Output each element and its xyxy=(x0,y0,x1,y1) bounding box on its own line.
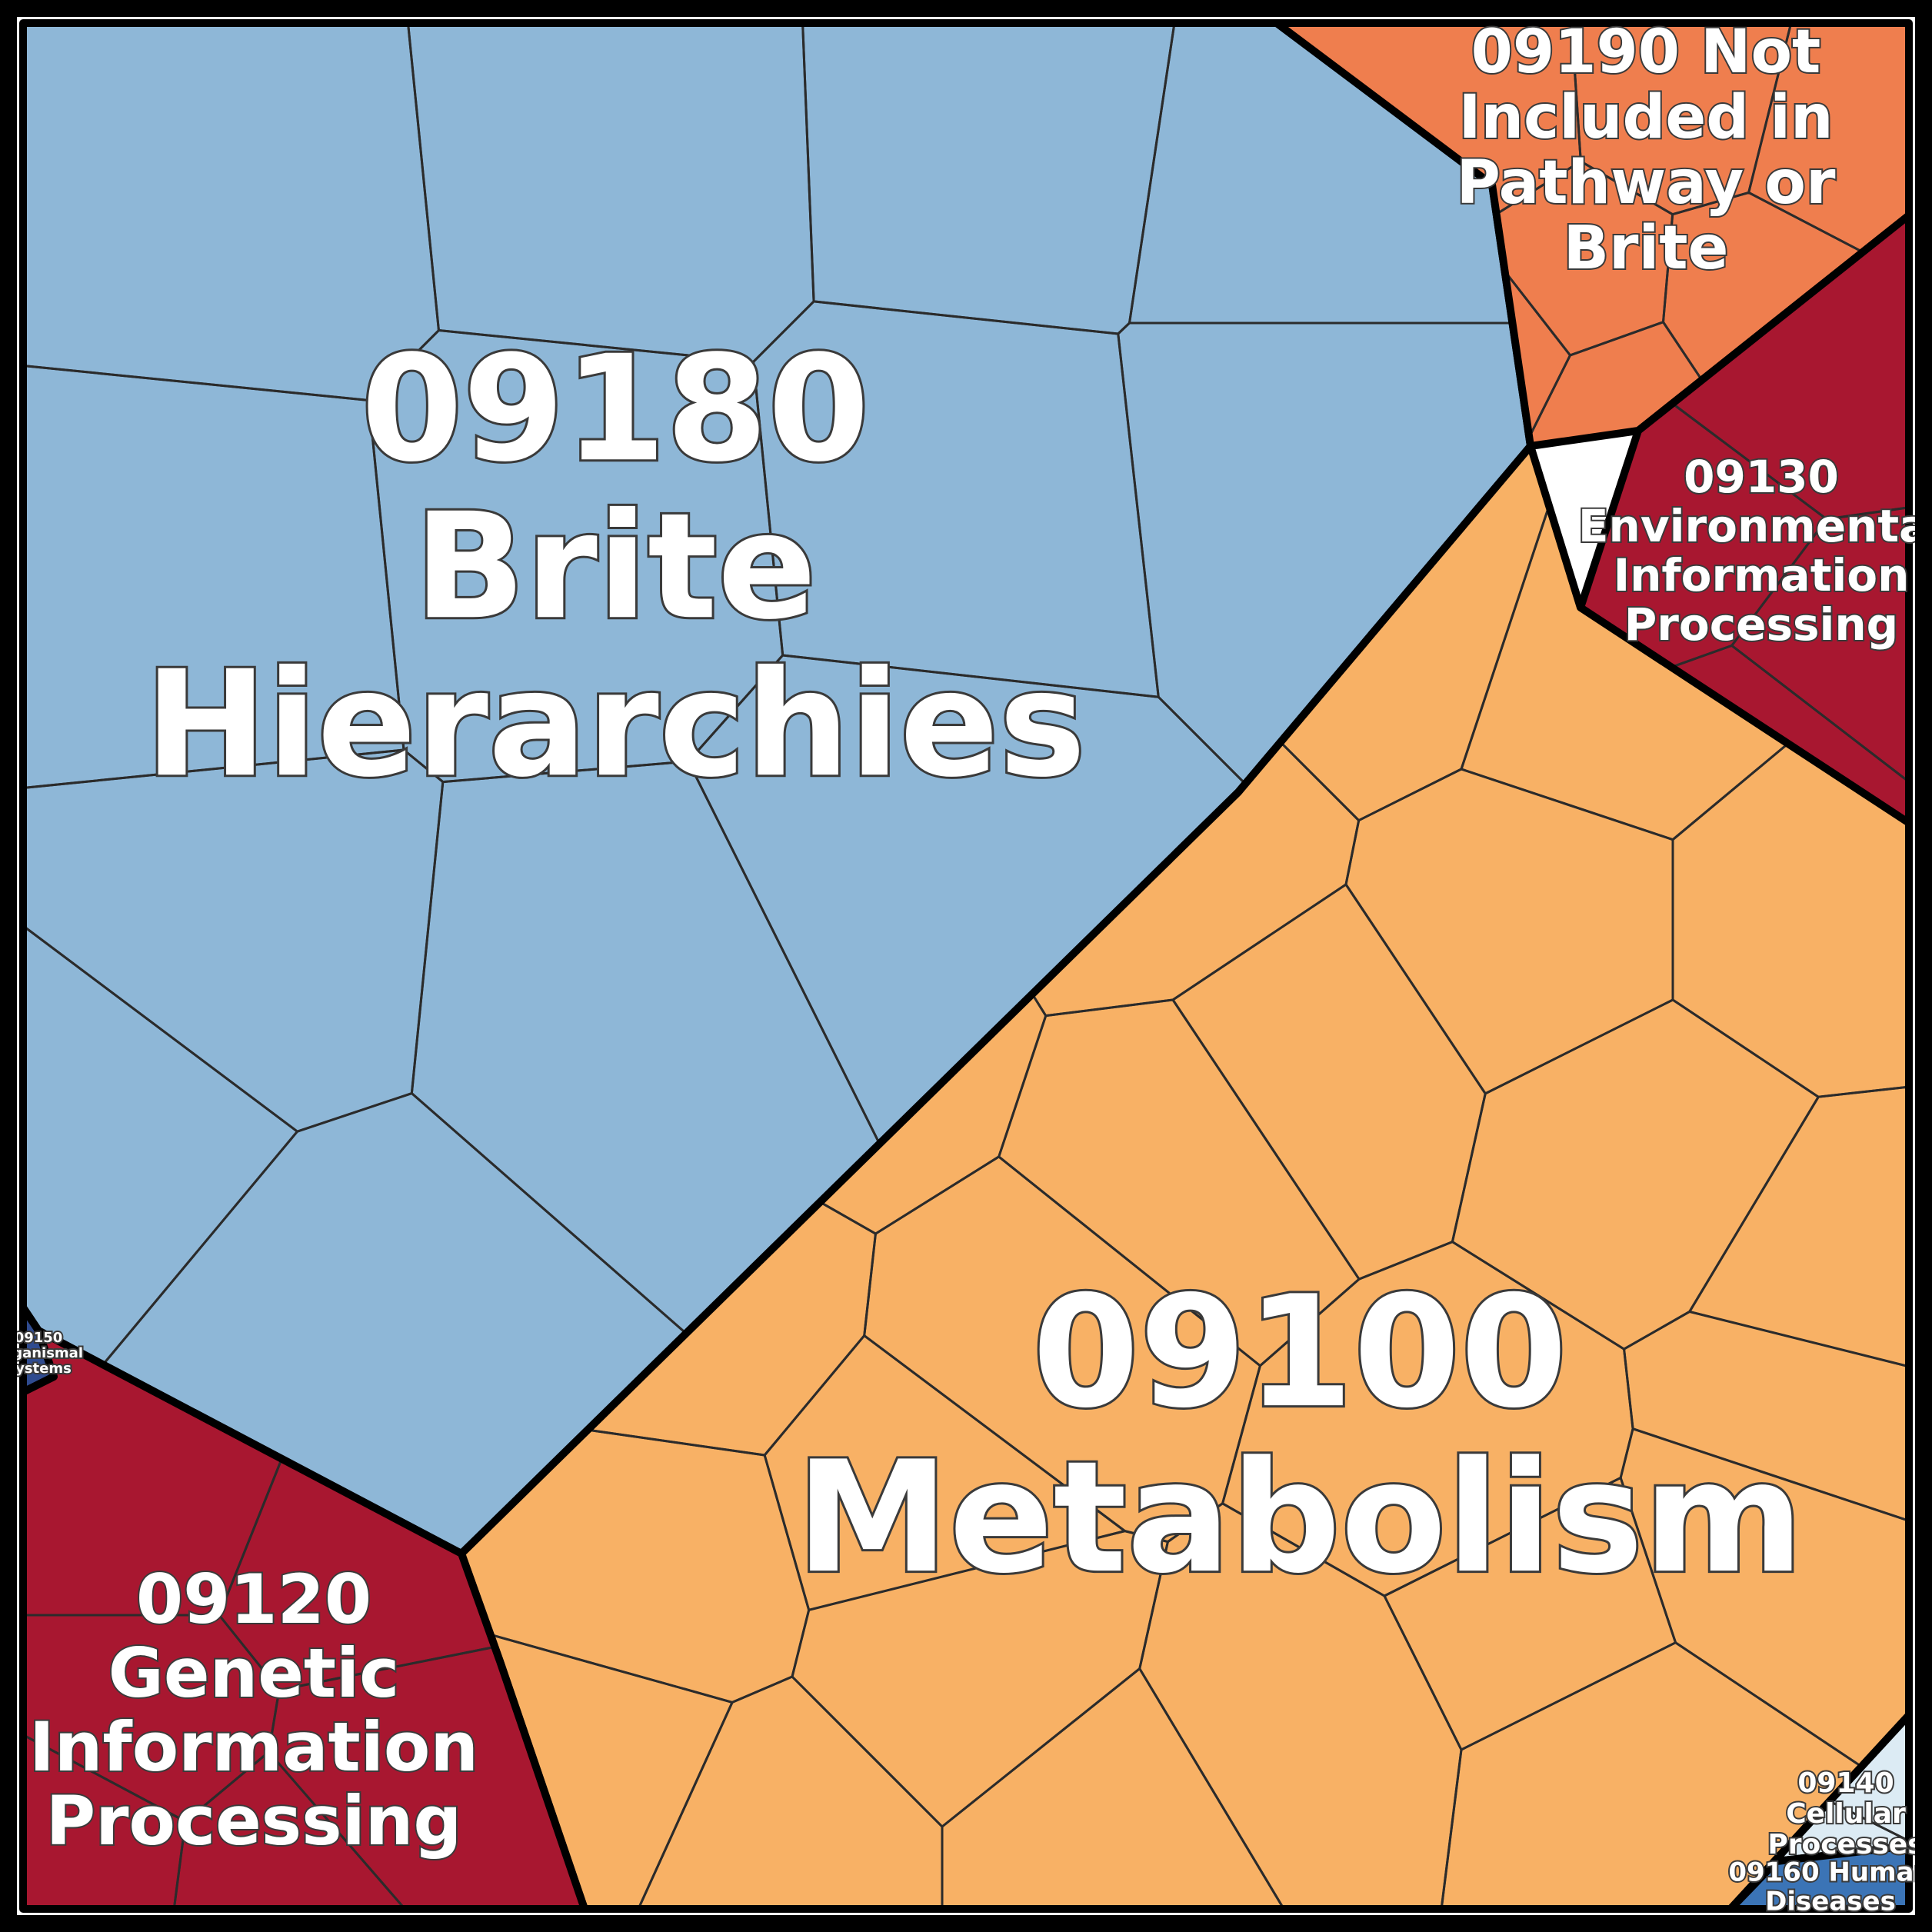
region-label-09120-line3: Processing xyxy=(46,1781,462,1860)
region-label-09130-line3: Processing xyxy=(1624,598,1898,651)
region-label-09190-line0: 09190 Not xyxy=(1471,18,1821,87)
region-label-09140-line0: 09140 xyxy=(1797,1767,1894,1799)
region-label-09160-line0: 09160 Human xyxy=(1728,1857,1932,1888)
region-label-09180-line0: 09180 xyxy=(361,324,869,494)
voronoi-treemap: 09180BriteHierarchies09190 NotIncluded i… xyxy=(0,0,1932,1932)
region-label-09140-line1: Cellular xyxy=(1786,1798,1906,1830)
region-label-09190-line2: Pathway or xyxy=(1457,148,1836,218)
region-label-09120-line1: Genetic xyxy=(108,1634,400,1713)
region-label-09160-line1: Diseases xyxy=(1765,1887,1896,1917)
region-label-09150-line0: 09150 xyxy=(15,1330,63,1346)
region-label-09120-line2: Information xyxy=(29,1707,478,1787)
region-label-09140-line2: Processes xyxy=(1767,1829,1924,1860)
region-label-09130-line2: Information xyxy=(1614,549,1910,601)
region-label-09190-line1: Included in xyxy=(1458,83,1833,152)
region-label-09100-line1: Metabolism xyxy=(796,1428,1804,1607)
region-label-09180-line1: Brite xyxy=(414,481,816,651)
region-label-09120-line0: 09120 xyxy=(136,1560,371,1639)
region-label-09190-line3: Brite xyxy=(1564,214,1729,283)
region-label-09130-line1: Environmental xyxy=(1578,500,1932,552)
region-label-09180-line2: Hierarchies xyxy=(145,639,1086,809)
region-label-09130-line0: 09130 xyxy=(1684,451,1839,503)
region-label-09100-line0: 09100 xyxy=(1032,1263,1567,1442)
